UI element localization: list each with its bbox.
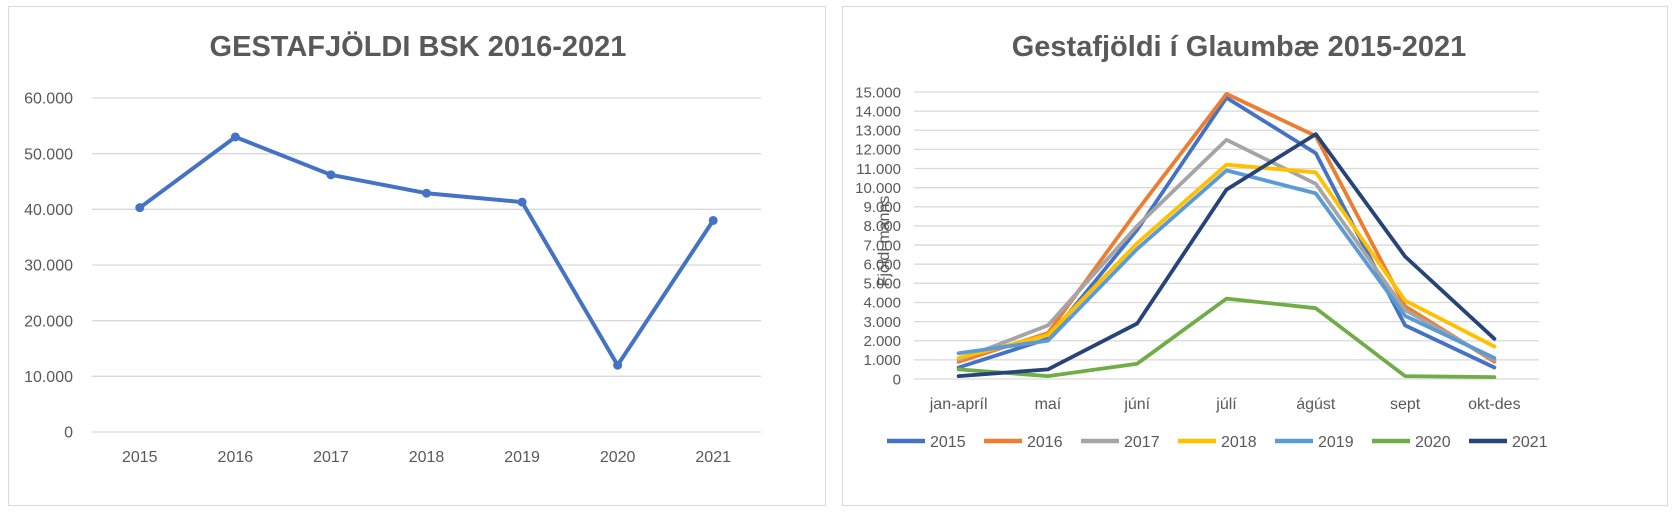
y-tick-label: 20.000: [24, 313, 73, 330]
x-tick-label: 2015: [122, 449, 158, 466]
y-tick-label: 6.000: [863, 256, 901, 273]
y-tick-label: 10.000: [24, 369, 73, 386]
y-tick-label: 2.000: [863, 333, 901, 350]
data-point: [326, 170, 336, 180]
x-tick-label: 2019: [504, 449, 540, 466]
y-tick-label: 7.000: [863, 237, 901, 254]
bsk-line-chart: GESTAFJÖLDI BSK 2016-2021 0 10.000 20.000 3…: [24, 30, 761, 466]
y-tick-label: 5.000: [863, 276, 901, 293]
y-tick-label: 11.000: [856, 161, 901, 178]
series-line: [137, 135, 716, 368]
series-line-2020: [956, 296, 1497, 380]
data-point: [230, 132, 240, 142]
x-tick-label: ágúst: [1296, 396, 1336, 413]
data-point: [135, 203, 145, 213]
x-tick-label: maí: [1035, 396, 1062, 413]
y-tick-label: 60.000: [24, 91, 73, 108]
data-point: [708, 215, 718, 225]
x-tick-label: júní: [1123, 396, 1150, 413]
chart-title: Gestafjöldi í Glaumbæ 2015-2021: [1012, 31, 1467, 63]
legend-label-2021: 2021: [1512, 434, 1548, 451]
y-tick-label: 1.000: [863, 352, 901, 369]
y-tick-label: 30.000: [24, 258, 73, 275]
y-tick-label: 50.000: [24, 146, 73, 163]
x-tick-label: 2021: [695, 449, 731, 466]
y-tick-label: 4.000: [863, 295, 901, 312]
y-tick-label: 40.000: [24, 202, 73, 219]
series-line-2019: [956, 168, 1497, 360]
x-tick-label: jan-apríl: [929, 396, 988, 413]
y-tick-label: 12.000: [855, 142, 901, 159]
glaumbae-line-chart: Gestafjöldi í Glaumbæ 2015-2021 Fjöldi m…: [855, 31, 1548, 451]
y-tick-label: 9.000: [863, 199, 901, 216]
x-tick-label: 2017: [313, 449, 349, 466]
data-point: [517, 197, 527, 207]
x-tick-label: 2020: [600, 449, 636, 466]
legend-label-2019: 2019: [1318, 434, 1354, 451]
y-tick-label: 15.000: [855, 84, 901, 101]
y-tick-label: 10.000: [855, 180, 901, 197]
y-axis-label: Fjöldi manns: [876, 196, 893, 287]
legend-label-2016: 2016: [1027, 434, 1063, 451]
x-tick-label: sept: [1390, 396, 1421, 413]
legend-label-2020: 2020: [1415, 434, 1451, 451]
y-tick-label: 3.000: [863, 314, 901, 331]
x-tick-label: 2018: [409, 449, 445, 466]
x-tick-label: 2016: [218, 449, 254, 466]
legend-label-2018: 2018: [1221, 434, 1257, 451]
chart-panel-glaumbae: Gestafjöldi í Glaumbæ 2015-2021 Fjöldi m…: [842, 6, 1668, 506]
series-line-2017: [956, 137, 1497, 362]
legend-label-2017: 2017: [1124, 434, 1160, 451]
legend-label-2015: 2015: [930, 434, 966, 451]
x-tick-label: okt-des: [1468, 396, 1520, 413]
y-tick-label: 14.000: [855, 103, 901, 120]
series-line-2018: [956, 162, 1497, 360]
y-tick-label: 0: [64, 425, 73, 442]
y-tick-label: 8.000: [863, 218, 901, 235]
data-point: [422, 188, 431, 198]
data-point: [613, 360, 623, 370]
series-line-2021: [956, 132, 1497, 379]
chart-title: GESTAFJÖLDI BSK 2016-2021: [210, 30, 627, 63]
y-tick-label: 0: [893, 371, 901, 388]
y-tick-label: 13.000: [855, 123, 901, 140]
x-tick-label: júlí: [1215, 396, 1237, 413]
chart-panel-bsk: GESTAFJÖLDI BSK 2016-2021 0 10.000 20.000 3…: [8, 6, 826, 506]
